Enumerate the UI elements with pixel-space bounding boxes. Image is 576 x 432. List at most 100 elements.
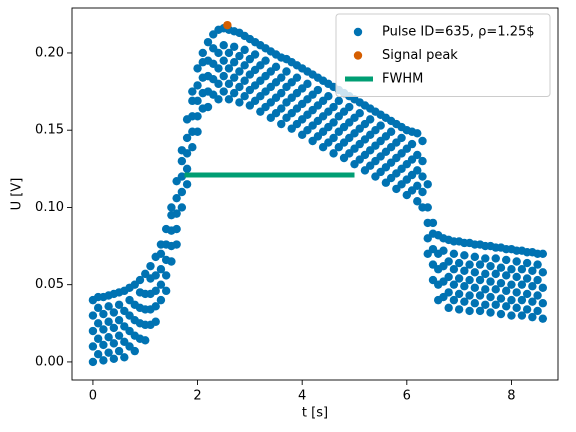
axes-frame xyxy=(71,7,559,381)
data-point xyxy=(470,252,480,262)
data-point xyxy=(460,282,469,291)
x-tick-label: 8 xyxy=(507,389,515,404)
data-point xyxy=(177,187,187,197)
data-point xyxy=(193,112,202,121)
data-point xyxy=(454,289,464,299)
data-point xyxy=(99,325,108,334)
data-point xyxy=(177,203,187,212)
data-point xyxy=(109,339,119,348)
data-point xyxy=(261,56,270,65)
data-point xyxy=(229,88,239,98)
data-point xyxy=(454,274,464,283)
data-point xyxy=(507,265,516,274)
data-point xyxy=(533,306,542,316)
data-point xyxy=(235,51,244,61)
legend-label: Signal peak xyxy=(382,48,458,63)
data-point xyxy=(224,48,234,58)
data-point xyxy=(224,79,234,89)
data-point xyxy=(93,303,103,313)
data-point xyxy=(512,272,521,282)
data-point xyxy=(177,172,187,181)
data-point xyxy=(151,286,160,296)
data-point xyxy=(475,291,485,300)
legend-frame xyxy=(335,13,551,97)
data-point xyxy=(528,282,537,291)
data-point xyxy=(161,286,171,296)
data-point xyxy=(99,340,108,350)
data-point xyxy=(522,274,532,283)
x-tick-label: 2 xyxy=(193,389,201,404)
data-point xyxy=(99,356,108,365)
data-point xyxy=(188,142,197,152)
data-point xyxy=(93,319,103,328)
data-point xyxy=(114,346,124,356)
data-point xyxy=(219,71,228,81)
data-point xyxy=(104,348,113,357)
data-point xyxy=(282,67,291,76)
data-point xyxy=(538,268,548,277)
data-point xyxy=(104,317,113,326)
data-point xyxy=(460,266,469,275)
data-point xyxy=(219,56,228,65)
data-point xyxy=(449,249,459,258)
data-point xyxy=(329,149,338,158)
data-point xyxy=(444,303,453,313)
data-point xyxy=(224,64,234,73)
data-point xyxy=(486,308,495,317)
data-point xyxy=(214,48,223,58)
data-point xyxy=(522,289,532,299)
data-point xyxy=(512,257,521,266)
data-point xyxy=(444,257,453,266)
data-point xyxy=(533,291,542,300)
data-point xyxy=(203,102,213,112)
data-point xyxy=(109,323,119,333)
legend-label: FWHM xyxy=(382,72,423,87)
data-point xyxy=(533,275,542,285)
x-tick-label: 6 xyxy=(403,389,411,404)
data-point xyxy=(496,278,506,288)
data-point xyxy=(444,272,453,282)
data-point xyxy=(538,299,548,308)
data-point xyxy=(533,260,542,269)
data-point xyxy=(151,302,160,311)
data-point xyxy=(235,67,244,76)
data-point xyxy=(324,92,333,101)
data-point xyxy=(114,331,124,340)
data-point xyxy=(491,254,500,263)
data-point xyxy=(277,73,286,82)
data-point xyxy=(214,79,223,89)
data-point xyxy=(271,62,281,72)
data-point xyxy=(423,203,432,212)
x-tick-label: 0 xyxy=(89,389,97,404)
data-point xyxy=(177,156,187,166)
data-point xyxy=(229,42,239,51)
data-point xyxy=(376,121,385,130)
y-tick-label: 0.10 xyxy=(35,200,64,215)
data-point xyxy=(517,265,527,274)
data-point xyxy=(386,127,396,136)
data-point xyxy=(114,316,124,325)
data-point xyxy=(219,41,228,50)
data-point xyxy=(277,104,286,113)
data-point xyxy=(454,305,464,314)
data-point xyxy=(496,294,506,303)
data-point xyxy=(528,266,537,275)
data-point xyxy=(365,115,375,124)
data-point xyxy=(104,333,113,342)
data-point xyxy=(397,133,406,143)
data-point xyxy=(528,312,537,322)
y-tick-label: 0.00 xyxy=(35,354,64,369)
data-point xyxy=(88,326,98,336)
data-point xyxy=(502,255,511,265)
legend-key xyxy=(353,27,363,37)
data-point xyxy=(172,240,181,249)
data-point xyxy=(470,268,480,277)
data-point xyxy=(156,265,166,274)
data-point xyxy=(413,166,422,175)
data-point xyxy=(135,275,145,285)
data-point xyxy=(413,181,422,191)
data-point xyxy=(329,102,338,112)
data-point xyxy=(413,129,422,138)
data-point xyxy=(486,292,495,302)
data-point xyxy=(240,76,249,85)
